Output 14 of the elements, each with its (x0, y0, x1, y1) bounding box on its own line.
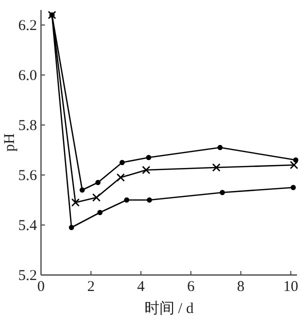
y-axis-title: pH (2, 133, 18, 152)
y-tick-label: 5.8 (18, 118, 37, 134)
x-tick-label: 8 (237, 279, 245, 295)
x-tick-label: 6 (187, 279, 196, 295)
x-tick-label: 2 (87, 279, 95, 295)
x-tick-label: 4 (137, 279, 146, 295)
x-tick-label: 0 (37, 279, 45, 295)
x-tick-label: 10 (283, 279, 298, 295)
x-axis-title: 时间 / d (144, 300, 194, 317)
y-tick-label: 5.6 (18, 168, 38, 184)
y-tick-label: 6.2 (18, 18, 37, 34)
y-tick-label: 6.0 (18, 68, 37, 84)
y-tick-label: 5.2 (18, 268, 37, 284)
y-tick-label: 5.4 (18, 218, 38, 234)
